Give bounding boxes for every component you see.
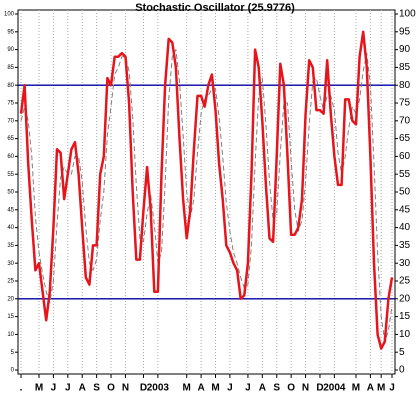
y-tick-label: 10 <box>399 329 411 340</box>
x-tick-label: M <box>211 383 219 394</box>
x-tick-label: J <box>51 383 57 394</box>
y-tick-label: 0 <box>11 368 15 374</box>
x-tick-label: 2003 <box>147 383 170 394</box>
y-tick-label: 30 <box>7 261 14 267</box>
y-tick-label: 0 <box>399 365 405 376</box>
y-tick-label: 5 <box>399 347 405 358</box>
y-tick-label: 45 <box>7 207 14 213</box>
y-tick-label: 35 <box>7 243 14 249</box>
x-tick-label: 2004 <box>323 383 346 394</box>
x-tick-label: N <box>302 383 309 394</box>
y-tick-label: 100 <box>399 9 416 20</box>
y-tick-label: 35 <box>399 240 411 251</box>
x-tick-label: M <box>377 383 385 394</box>
y-tick-label: 85 <box>7 65 14 71</box>
y-tick-label: 90 <box>399 44 411 55</box>
y-tick-label: 50 <box>399 187 411 198</box>
y-tick-label: 65 <box>399 133 411 144</box>
x-tick-label: A <box>367 383 374 394</box>
y-tick-label: 70 <box>7 118 14 124</box>
y-tick-label: 60 <box>7 154 14 160</box>
y-tick-label: 75 <box>399 98 411 109</box>
x-tick-label: J <box>227 383 233 394</box>
y-tick-label: 90 <box>7 47 14 53</box>
y-tick-label: 55 <box>399 169 411 180</box>
y-tick-label: 95 <box>399 26 411 37</box>
plot-frame <box>17 9 396 375</box>
x-tick-label: D <box>140 383 147 394</box>
x-tick-label: A <box>197 383 204 394</box>
x-tick-label: N <box>122 383 129 394</box>
y-tick-label: 20 <box>399 293 411 304</box>
x-tick-label: M <box>35 383 43 394</box>
x-tick-label: . <box>20 383 23 394</box>
x-tick-label: M <box>183 383 191 394</box>
y-tick-label: 95 <box>7 29 14 35</box>
y-tick-label: 80 <box>399 80 411 91</box>
y-tick-label: 5 <box>11 350 15 356</box>
x-tick-label: J <box>389 383 395 394</box>
x-tick-label: D <box>316 383 323 394</box>
x-tick-label: J <box>65 383 71 394</box>
x-tick-label: A <box>259 383 266 394</box>
x-tick-label: J <box>245 383 251 394</box>
y-tick-label: 40 <box>399 222 411 233</box>
series-line <box>19 30 394 350</box>
y-tick-label: 20 <box>7 296 14 302</box>
y-tick-label: 100 <box>4 12 15 18</box>
y-tick-label: 45 <box>399 204 411 215</box>
x-tick-label: O <box>287 383 295 394</box>
y-tick-label: 25 <box>399 276 411 287</box>
y-tick-label: 55 <box>7 172 14 178</box>
y-tick-label: 80 <box>7 83 14 89</box>
x-tick-label: S <box>273 383 280 394</box>
x-tick-label: M <box>352 383 360 394</box>
y-tick-label: 30 <box>399 258 411 269</box>
y-tick-label: 40 <box>7 225 14 231</box>
x-tick-label: A <box>79 383 86 394</box>
x-tick-label: S <box>93 383 100 394</box>
y-tick-label: 75 <box>7 101 14 107</box>
chart-title: Stochastic Oscillator (25.9776) <box>135 2 295 14</box>
y-tick-label: 60 <box>399 151 411 162</box>
y-tick-label: 25 <box>7 279 14 285</box>
x-tick-label: O <box>107 383 115 394</box>
y-tick-label: 85 <box>399 62 411 73</box>
y-tick-label: 50 <box>7 190 14 196</box>
y-tick-label: 15 <box>7 314 14 320</box>
y-tick-label: 70 <box>399 115 411 126</box>
y-tick-label: 10 <box>7 332 14 338</box>
y-tick-label: 65 <box>7 136 14 142</box>
y-tick-label: 15 <box>399 311 411 322</box>
